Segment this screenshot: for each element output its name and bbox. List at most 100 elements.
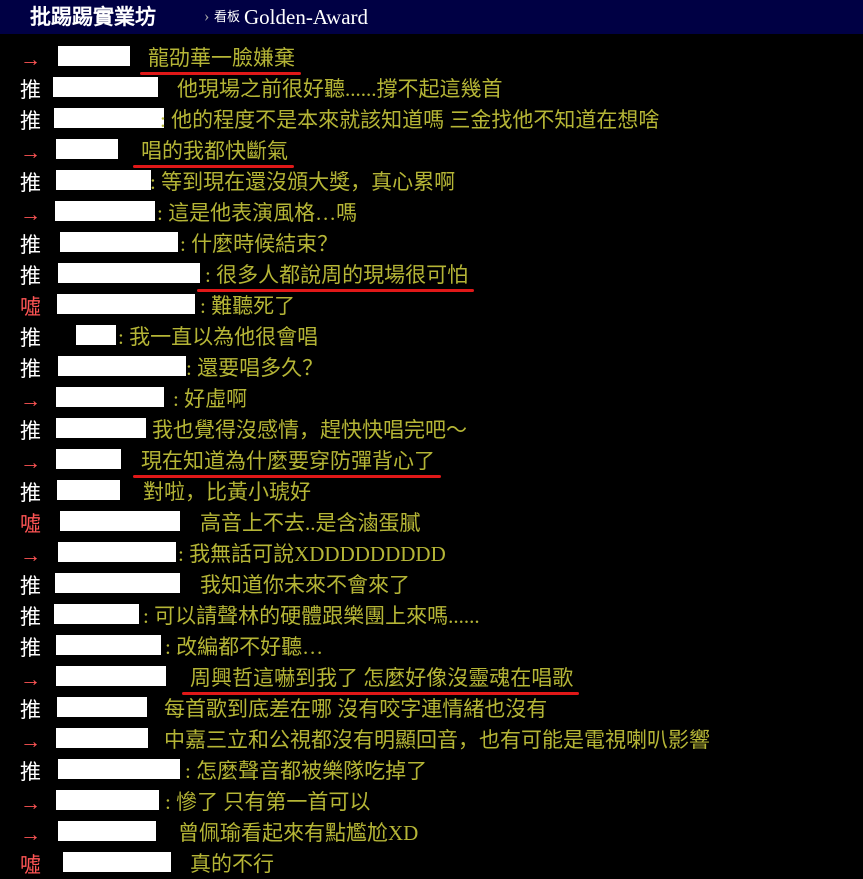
redacted-username	[58, 821, 156, 841]
comment-row: → 龍劭華一臉嫌棄	[0, 44, 863, 75]
redacted-username	[56, 635, 161, 655]
red-underline	[133, 165, 294, 168]
comment-row: 推 我知道你未來不會來了	[0, 571, 863, 602]
comment-text: : 怎麼聲音都被樂隊吃掉了	[185, 759, 428, 783]
comment-row: 推 : 等到現在還沒頒大獎，真心累啊	[0, 168, 863, 199]
push-tag: 推	[20, 233, 41, 257]
redacted-username	[56, 666, 166, 686]
push-tag: →	[20, 822, 41, 846]
push-tag: 推	[20, 636, 41, 660]
comment-text: 高音上不去..是含滷蛋膩	[200, 511, 421, 535]
comment-row: 推 : 什麼時候結束？	[0, 230, 863, 261]
comment-row: 推 我也覺得沒感情，趕快快唱完吧～	[0, 416, 863, 447]
push-tag: 推	[20, 78, 41, 102]
push-tag: →	[20, 729, 41, 753]
redacted-username	[63, 852, 171, 872]
comment-text: : 他的程度不是本來就該知道嗎 三金找他不知道在想啥	[160, 108, 660, 132]
redacted-username	[56, 139, 118, 159]
comment-row: 推 : 他的程度不是本來就該知道嗎 三金找他不知道在想啥	[0, 106, 863, 137]
redacted-username	[56, 387, 164, 407]
comment-row: 推 : 改編都不好聽…	[0, 633, 863, 664]
comment-row: 噓 高音上不去..是含滷蛋膩	[0, 509, 863, 540]
redacted-username	[56, 728, 148, 748]
push-tag: 噓	[20, 295, 41, 319]
redacted-username	[53, 77, 158, 97]
red-underline	[140, 72, 301, 75]
comment-row: → : 好虛啊	[0, 385, 863, 416]
comment-text: : 我無話可說XDDDDDDDDD	[178, 542, 446, 566]
redacted-username	[57, 697, 147, 717]
redacted-username	[55, 201, 155, 221]
comment-row: 推 : 怎麼聲音都被樂隊吃掉了	[0, 757, 863, 788]
comment-text: 真的不行	[190, 852, 274, 876]
push-tag: →	[20, 388, 41, 412]
comment-text: : 這是他表演風格…嗎	[157, 201, 358, 225]
comment-text: 對啦，比黃小琥好	[143, 480, 311, 504]
comment-row: → : 這是他表演風格…嗎	[0, 199, 863, 230]
comment-text: : 什麼時候結束？	[180, 232, 339, 256]
push-tag: 推	[20, 760, 41, 784]
comment-row: → 唱的我都快斷氣	[0, 137, 863, 168]
comment-text: : 難聽死了	[200, 294, 296, 318]
comment-row: 推 每首歌到底差在哪 沒有咬字連情緒也沒有	[0, 695, 863, 726]
comment-text: : 我一直以為他很會唱	[118, 325, 319, 349]
board-label: 看板	[214, 9, 241, 24]
comment-text: 每首歌到底差在哪 沒有咬字連情緒也沒有	[164, 697, 548, 721]
comment-row: → 現在知道為什麼要穿防彈背心了	[0, 447, 863, 478]
redacted-username	[56, 790, 159, 810]
redacted-username	[60, 232, 178, 252]
comment-row: 推: 還要唱多久？	[0, 354, 863, 385]
push-tag: 推	[20, 264, 41, 288]
comment-text: 我也覺得沒感情，趕快快唱完吧～	[152, 418, 467, 442]
comment-text: : 慘了 只有第一首可以	[165, 790, 371, 814]
comment-row: 推 對啦，比黃小琥好	[0, 478, 863, 509]
redacted-username	[58, 46, 130, 66]
push-tag: 噓	[20, 853, 41, 877]
redacted-username	[56, 170, 151, 190]
comment-text: 中嘉三立和公視都沒有明顯回音，也有可能是電視喇叭影響	[164, 728, 710, 752]
comment-row: 噓 真的不行	[0, 850, 863, 879]
redacted-username	[58, 759, 180, 779]
comment-row: 噓 : 難聽死了	[0, 292, 863, 323]
comment-text: 現在知道為什麼要穿防彈背心了	[141, 449, 435, 473]
push-tag: 噓	[20, 512, 41, 536]
comment-text: 他現場之前很好聽......撐不起這幾首	[177, 77, 503, 101]
push-tag: →	[20, 450, 41, 474]
comment-text: : 等到現在還沒頒大獎，真心累啊	[150, 170, 456, 194]
redacted-username	[54, 108, 164, 128]
comment-text: 龍劭華一臉嫌棄	[148, 46, 295, 70]
site-name[interactable]: 批踢踢實業坊	[30, 5, 156, 29]
redacted-username	[60, 511, 180, 531]
comment-row: 推: 可以請聲林的硬體跟樂團上來嗎......	[0, 602, 863, 633]
push-tag: →	[20, 543, 41, 567]
comment-text: 曾佩瑜看起來有點尷尬XD	[178, 821, 419, 845]
comment-text: 我知道你未來不會來了	[200, 573, 410, 597]
push-tag: →	[20, 202, 41, 226]
comment-row: →: 慘了 只有第一首可以	[0, 788, 863, 819]
redacted-username	[55, 573, 180, 593]
red-underline	[133, 475, 441, 478]
comment-row: → 曾佩瑜看起來有點尷尬XD	[0, 819, 863, 850]
redacted-username	[54, 604, 139, 624]
redacted-username	[58, 263, 200, 283]
red-underline	[197, 289, 475, 292]
push-tag: →	[20, 47, 41, 71]
push-tag: 推	[20, 698, 41, 722]
comment-text: : 改編都不好聽…	[165, 635, 324, 659]
push-tag: 推	[20, 605, 41, 629]
push-tag: 推	[20, 481, 41, 505]
header-bar: 批踢踢實業坊 › 看板 Golden-Award	[0, 0, 863, 34]
redacted-username	[76, 325, 116, 345]
comment-text: 周興哲這嚇到我了 怎麼好像沒靈魂在唱歌	[190, 666, 574, 690]
push-tag: 推	[20, 419, 41, 443]
board-name[interactable]: Golden-Award	[244, 5, 369, 29]
comment-row: → : 我無話可說XDDDDDDDDD	[0, 540, 863, 571]
push-tag: 推	[20, 574, 41, 598]
redacted-username	[56, 418, 146, 438]
comment-text: : 好虛啊	[173, 387, 248, 411]
comment-row: → 周興哲這嚇到我了 怎麼好像沒靈魂在唱歌	[0, 664, 863, 695]
push-tag: 推	[20, 171, 41, 195]
redacted-username	[57, 294, 195, 314]
push-tag: 推	[20, 109, 41, 133]
